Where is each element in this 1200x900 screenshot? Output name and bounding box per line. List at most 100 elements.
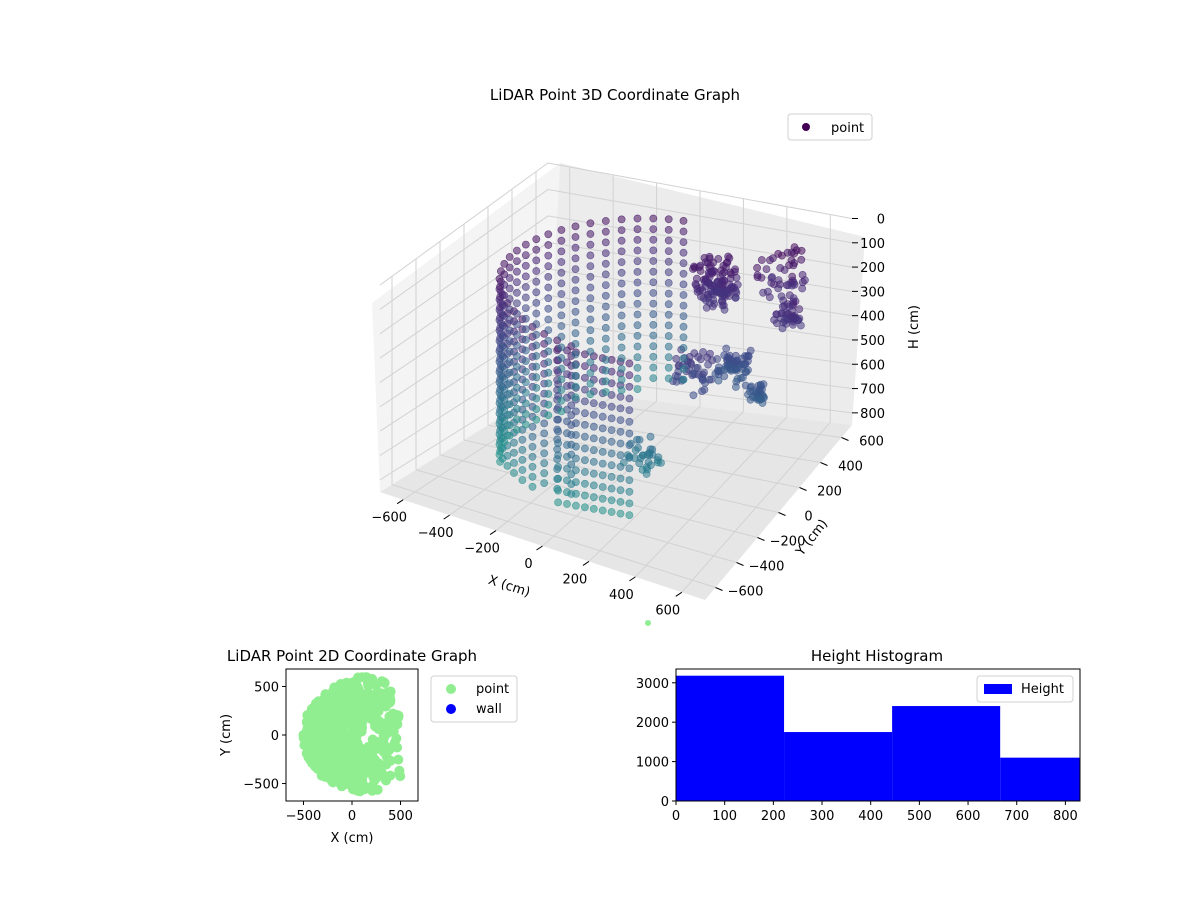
point-3d	[717, 296, 726, 305]
z-tick-label-3d: 400	[860, 310, 885, 325]
point-3d	[563, 429, 571, 438]
point-3d	[589, 457, 598, 466]
point-3d	[679, 322, 688, 331]
point-3d	[626, 439, 635, 448]
point-3d	[586, 240, 595, 249]
point-3d	[617, 236, 626, 245]
point-3d	[601, 281, 610, 289]
point-3d	[544, 315, 553, 324]
point-3d	[789, 294, 798, 302]
point-3d	[617, 375, 626, 384]
point-3d	[557, 268, 566, 277]
point-3d	[616, 486, 625, 495]
point-3d	[598, 401, 607, 409]
point-3d	[633, 385, 642, 393]
point-2d	[310, 731, 321, 741]
point-3d	[518, 476, 527, 484]
point-3d	[633, 246, 642, 255]
point-3d	[513, 267, 521, 276]
point-3d	[581, 503, 589, 512]
point-3d	[617, 226, 626, 234]
point-3d	[513, 383, 521, 392]
point-2d	[357, 771, 368, 782]
point-3d	[723, 258, 732, 267]
point-3d	[571, 233, 580, 241]
point-3d	[589, 410, 598, 419]
point-3d	[601, 238, 610, 247]
point-3d	[532, 298, 541, 307]
point-3d	[571, 286, 580, 295]
point-3d	[607, 437, 616, 446]
point-3d	[540, 469, 549, 478]
point-3d	[500, 406, 509, 415]
point-3d	[757, 256, 766, 264]
point-3d	[664, 342, 673, 351]
point-3d	[571, 222, 580, 231]
point-3d	[557, 375, 566, 384]
point-3d	[581, 444, 589, 453]
point-3d	[733, 374, 742, 383]
point-3d	[617, 300, 626, 309]
point-3d	[500, 343, 509, 352]
point-3d	[521, 314, 530, 323]
point-2d	[350, 709, 361, 720]
histogram-bars	[676, 675, 1080, 801]
point-3d	[581, 479, 589, 488]
point-2d	[351, 730, 362, 741]
point-3d	[633, 214, 642, 223]
point-3d	[616, 497, 625, 506]
point-3d	[532, 288, 541, 297]
point-2d	[320, 754, 331, 765]
point-3d	[528, 442, 537, 451]
point-3d	[500, 385, 509, 394]
point-3d	[589, 469, 598, 478]
point-3d	[563, 488, 571, 497]
point-3d	[532, 245, 541, 254]
point-3d	[598, 471, 607, 480]
point-3d	[513, 278, 521, 287]
point-2d	[333, 708, 344, 719]
point-2d	[393, 754, 404, 765]
points-3d	[495, 214, 809, 519]
point-3d	[617, 290, 626, 298]
point-3d	[586, 347, 595, 356]
chart-3d-title: LiDAR Point 3D Coordinate Graph	[490, 86, 740, 104]
point-3d	[757, 382, 765, 390]
ticks-histogram: 0 100 200 300 400 500 600 700 800 0 1000 2000 3000	[636, 677, 1078, 824]
point-3d	[607, 426, 616, 434]
point-3d	[500, 312, 509, 321]
point-3d	[572, 466, 580, 475]
point-3d	[505, 253, 514, 261]
point-3d	[646, 432, 655, 441]
point-3d	[554, 498, 562, 507]
point-3d	[630, 454, 639, 462]
point-3d	[586, 283, 595, 292]
point-3d	[571, 275, 580, 284]
point-3d	[720, 365, 728, 374]
point-3d	[722, 344, 731, 353]
legend-3d: point	[787, 113, 873, 141]
legend-swatch-point-3d	[802, 123, 810, 131]
point-3d	[513, 415, 521, 424]
z-tick-label-3d: 0	[877, 213, 885, 228]
point-3d	[505, 263, 514, 272]
point-3d	[544, 304, 553, 313]
stray-point	[645, 620, 651, 626]
point-3d	[601, 217, 610, 225]
point-3d	[730, 267, 739, 276]
point-3d	[607, 402, 616, 411]
point-3d	[500, 322, 509, 331]
point-3d	[623, 451, 632, 460]
point-3d	[616, 427, 625, 436]
point-3d	[505, 274, 514, 282]
point-3d	[505, 316, 514, 324]
point-3d	[789, 261, 798, 270]
point-3d	[679, 343, 688, 352]
point-3d	[544, 241, 553, 249]
point-3d	[589, 399, 598, 408]
point-3d	[598, 447, 607, 456]
point-3d	[528, 462, 537, 471]
point-3d	[571, 329, 580, 338]
point-3d	[633, 353, 642, 362]
point-3d	[510, 469, 518, 477]
